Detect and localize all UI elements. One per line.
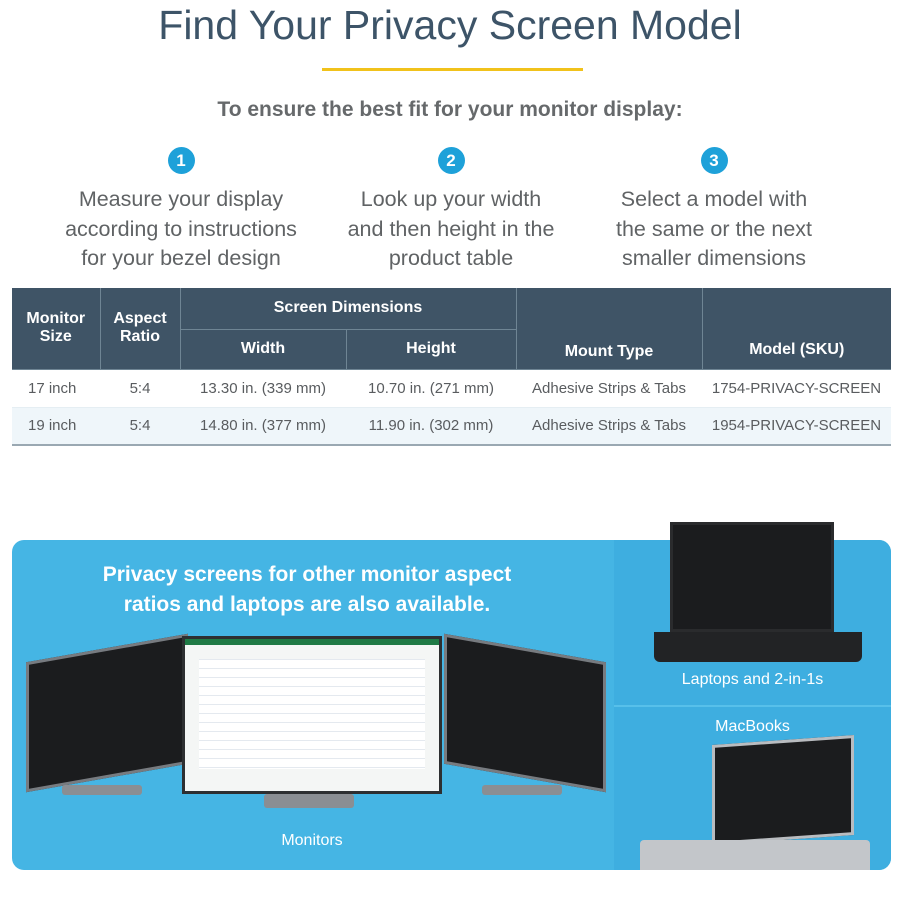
header-height: Height: [345, 329, 517, 370]
monitor-stand: [264, 794, 354, 808]
subtitle: To ensure the best fit for your monitor …: [217, 98, 683, 121]
left-monitor-image: [26, 633, 188, 793]
step-3: 3 Select a model with the same or the nex…: [569, 147, 859, 274]
header-aspect-ratio: Aspect Ratio: [99, 288, 181, 370]
cell-monitor-size: 19 inch: [12, 407, 100, 446]
center-monitor-image: [182, 636, 442, 794]
laptop-keyboard: [654, 632, 862, 662]
monitor-stand: [482, 785, 562, 795]
page-title: Find Your Privacy Screen Model: [158, 2, 742, 48]
macbook-image: [712, 735, 854, 845]
cell-aspect-ratio: 5:4: [100, 407, 180, 446]
step-text: and then height in the: [347, 216, 555, 241]
cell-height: 11.90 in. (302 mm): [346, 407, 516, 446]
step-text: Look up your width: [360, 187, 542, 211]
monitors-label: Monitors: [281, 832, 343, 849]
header-width: Width: [179, 329, 347, 370]
cell-width: 14.80 in. (377 mm): [180, 407, 346, 446]
step-text: the same or the next: [616, 216, 812, 241]
right-monitor-image: [444, 633, 606, 793]
header-mount-type: Mount Type: [515, 288, 703, 370]
header-model: Model (SKU): [701, 288, 891, 370]
cell-model: 1954-PRIVACY-SCREEN: [702, 407, 891, 446]
cell-monitor-size: 17 inch: [12, 369, 100, 408]
macbook-base: [640, 840, 870, 870]
step-number: 3: [700, 147, 728, 174]
table-row: 19 inch 5:4 14.80 in. (377 mm) 11.90 in.…: [12, 407, 891, 446]
step-text: Measure your display: [78, 187, 284, 211]
cell-model: 1754-PRIVACY-SCREEN: [702, 369, 891, 408]
step-text: according to instructions: [65, 216, 297, 241]
step-1: 1 Measure your display according to instr…: [36, 147, 326, 274]
step-text: for your bezel design: [81, 246, 281, 270]
laptop-image: [670, 522, 834, 632]
laptops-label: Laptops and 2-in-1s: [681, 671, 824, 688]
step-number: 1: [167, 147, 195, 174]
cell-mount-type: Adhesive Strips & Tabs: [516, 407, 702, 446]
title-underline: [322, 68, 583, 71]
header-monitor-size: Monitor Size: [12, 288, 101, 370]
table-row: 17 inch 5:4 13.30 in. (339 mm) 10.70 in.…: [12, 369, 891, 408]
product-table: Monitor Size Aspect Ratio Screen Dimensi…: [12, 288, 891, 446]
cell-mount-type: Adhesive Strips & Tabs: [516, 369, 702, 408]
cell-height: 10.70 in. (271 mm): [346, 369, 516, 408]
monitor-stand: [62, 785, 142, 795]
macbooks-label: MacBooks: [715, 718, 790, 735]
promo-text: Privacy screens for other monitor aspect…: [102, 563, 512, 616]
step-text: smaller dimensions: [621, 246, 806, 270]
step-text: product table: [388, 246, 514, 270]
step-2: 2 Look up your width and then height in t…: [306, 147, 596, 274]
step-text: Select a model with: [620, 187, 808, 211]
cell-aspect-ratio: 5:4: [100, 369, 180, 408]
step-number: 2: [437, 147, 465, 174]
divider: [614, 705, 891, 707]
cell-width: 13.30 in. (339 mm): [180, 369, 346, 408]
header-screen-dimensions: Screen Dimensions: [179, 288, 517, 330]
